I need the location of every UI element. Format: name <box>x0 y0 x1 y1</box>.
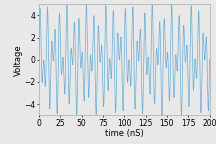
Y-axis label: Voltage: Voltage <box>14 44 23 76</box>
X-axis label: time (nS): time (nS) <box>105 129 144 138</box>
